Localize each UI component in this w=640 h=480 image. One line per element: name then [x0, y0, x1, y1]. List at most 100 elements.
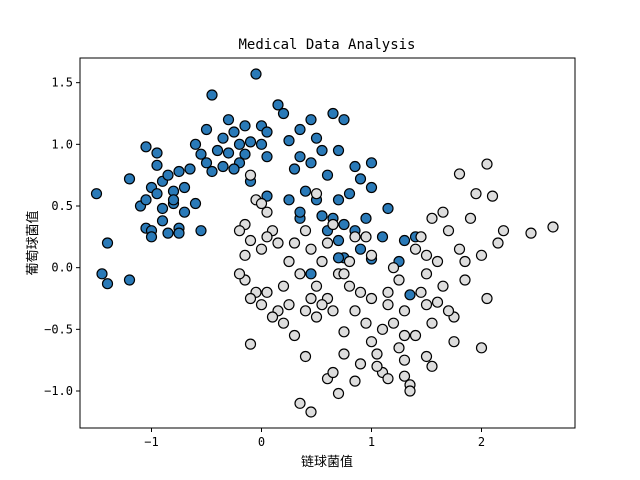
scatter-point-blue — [222, 114, 235, 126]
scatter-point-blue — [365, 157, 378, 169]
scatter-point-blue — [343, 188, 356, 200]
scatter-point-gray — [464, 212, 477, 224]
scatter-point-blue — [200, 123, 213, 136]
scatter-point-blue — [338, 114, 350, 126]
y-tick-label: 1.5 — [51, 76, 73, 90]
scatter-point-blue — [101, 237, 114, 249]
scatter-point-gray — [365, 249, 378, 261]
scatter-point-gray — [244, 338, 257, 350]
scatter-point-blue — [283, 194, 295, 206]
scatter-point-blue — [239, 120, 251, 132]
scatter-point-blue — [145, 231, 158, 243]
scatter-point-gray — [261, 286, 273, 298]
scatter-point-blue — [272, 99, 284, 111]
scatter-point-gray — [459, 255, 471, 268]
scatter-point-blue — [162, 169, 174, 181]
scatter-point-gray — [305, 292, 317, 305]
scatter-point-blue — [332, 194, 345, 206]
scatter-point-blue — [167, 194, 180, 206]
scatter-point-blue — [233, 138, 246, 150]
plot-area-frame — [79, 57, 576, 429]
scatter-point-gray — [398, 305, 411, 317]
scatter-point-blue — [178, 206, 191, 218]
scatter-point-blue — [261, 126, 273, 138]
scatter-point-gray — [481, 292, 493, 305]
scatter-point-gray — [266, 311, 279, 323]
scatter-point-gray — [310, 188, 323, 200]
scatter-point-blue — [140, 141, 152, 153]
scatter-point-gray — [393, 274, 405, 286]
scatter-point-blue — [222, 147, 235, 159]
scatter-point-gray — [354, 286, 367, 298]
scatter-point-blue — [294, 151, 306, 163]
scatter-point-gray — [420, 299, 433, 311]
scatter-point-gray — [261, 206, 273, 218]
scatter-point-gray — [420, 249, 433, 261]
scatter-point-gray — [277, 317, 290, 329]
scatter-point-blue — [349, 160, 361, 173]
scatter-point-gray — [475, 342, 488, 354]
scatter-point-gray — [338, 268, 350, 280]
y-tick-label: −0.5 — [44, 322, 73, 336]
scatter-point-blue — [398, 234, 411, 247]
scatter-point-gray — [409, 329, 422, 342]
scatter-point-blue — [211, 144, 224, 157]
scatter-point-gray — [349, 305, 361, 317]
scatter-point-blue — [321, 169, 334, 181]
scatter-point-gray — [239, 249, 251, 261]
scatter-point-gray — [415, 286, 427, 298]
data-points — [90, 68, 559, 418]
scatter-point-gray — [338, 348, 350, 360]
scatter-point-blue — [376, 231, 389, 243]
scatter-point-blue — [305, 157, 317, 169]
scatter-point-gray — [327, 305, 339, 317]
chart-title: Medical Data Analysis — [238, 37, 415, 53]
scatter-point-blue — [101, 278, 114, 290]
scatter-point-blue — [299, 185, 312, 197]
scatter-point-blue — [184, 163, 196, 175]
scatter-point-gray — [288, 237, 301, 249]
scatter-point-blue — [217, 160, 229, 173]
scatter-point-gray — [343, 280, 356, 292]
scatter-point-gray — [283, 299, 295, 311]
y-tick-label: 0.5 — [51, 199, 73, 213]
scatter-point-gray — [525, 227, 537, 239]
scatter-point-gray — [244, 292, 257, 305]
scatter-point-blue — [332, 234, 345, 247]
scatter-point-gray — [393, 342, 405, 354]
scatter-point-gray — [288, 329, 301, 342]
scatter-point-blue — [162, 227, 174, 239]
scatter-point-gray — [244, 234, 257, 247]
scatter-point-blue — [173, 227, 185, 239]
scatter-point-gray — [327, 366, 339, 379]
scatter-point-gray — [382, 373, 394, 385]
scatter-point-gray — [360, 231, 372, 243]
scatter-point-gray — [354, 358, 367, 370]
scatter-point-blue — [96, 268, 108, 280]
scatter-point-blue — [123, 173, 136, 185]
scatter-point-blue — [206, 89, 218, 101]
scatter-point-blue — [178, 181, 191, 194]
scatter-point-gray — [442, 225, 455, 237]
scatter-point-blue — [156, 202, 169, 215]
scatter-point-blue — [123, 274, 136, 286]
scatter-point-gray — [420, 268, 433, 280]
scatter-point-blue — [288, 163, 301, 175]
scatter-point-blue — [316, 144, 328, 157]
scatter-point-blue — [156, 215, 169, 227]
y-tick-label: 1.0 — [51, 137, 73, 151]
scatter-point-blue — [151, 159, 163, 171]
x-tick-label: −1 — [144, 435, 158, 449]
y-tick-label: 0.0 — [51, 261, 73, 275]
scatter-point-blue — [151, 188, 163, 200]
scatter-point-gray — [459, 274, 471, 286]
axis-ticks: −1 0 1 2 −1.0 −0.5 0.0 0.5 1.0 1.5 — [44, 76, 485, 449]
scatter-point-blue — [332, 144, 345, 157]
scatter-point-blue — [140, 194, 152, 206]
scatter-point-gray — [426, 317, 438, 329]
scatter-point-gray — [316, 299, 328, 311]
scatter-point-gray — [387, 317, 400, 329]
scatter-point-blue — [261, 190, 273, 202]
scatter-point-gray — [244, 169, 257, 181]
scatter-point-blue — [151, 147, 163, 159]
